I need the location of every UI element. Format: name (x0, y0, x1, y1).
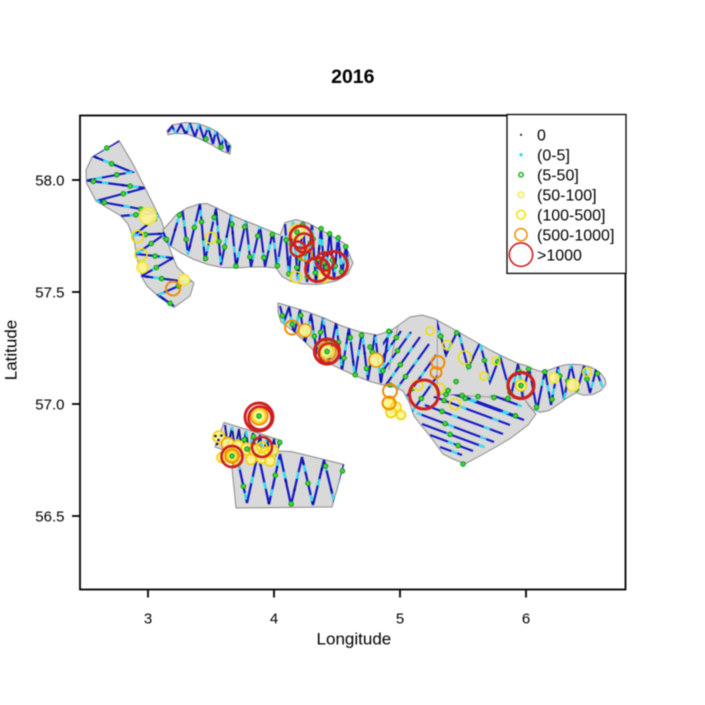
svg-text:57.5: 57.5 (35, 284, 64, 301)
svg-text:2016: 2016 (331, 66, 375, 88)
svg-text:(50-100]: (50-100] (537, 187, 597, 204)
svg-text:56.5: 56.5 (35, 508, 64, 525)
svg-text:3: 3 (144, 611, 152, 628)
svg-text:4: 4 (270, 611, 278, 628)
svg-text:Longitude: Longitude (317, 630, 392, 649)
svg-text:(500-1000]: (500-1000] (537, 227, 614, 244)
svg-text:(0-5]: (0-5] (537, 147, 570, 164)
svg-text:(100-500]: (100-500] (537, 207, 606, 224)
svg-text:5: 5 (396, 611, 404, 628)
svg-text:Latitude: Latitude (2, 320, 21, 381)
svg-text:6: 6 (522, 611, 530, 628)
svg-text:(5-50]: (5-50] (537, 167, 579, 184)
svg-text:58.0: 58.0 (35, 172, 64, 189)
svg-text:0: 0 (537, 127, 546, 144)
svg-text:>1000: >1000 (537, 247, 582, 264)
svg-text:57.0: 57.0 (35, 396, 64, 413)
